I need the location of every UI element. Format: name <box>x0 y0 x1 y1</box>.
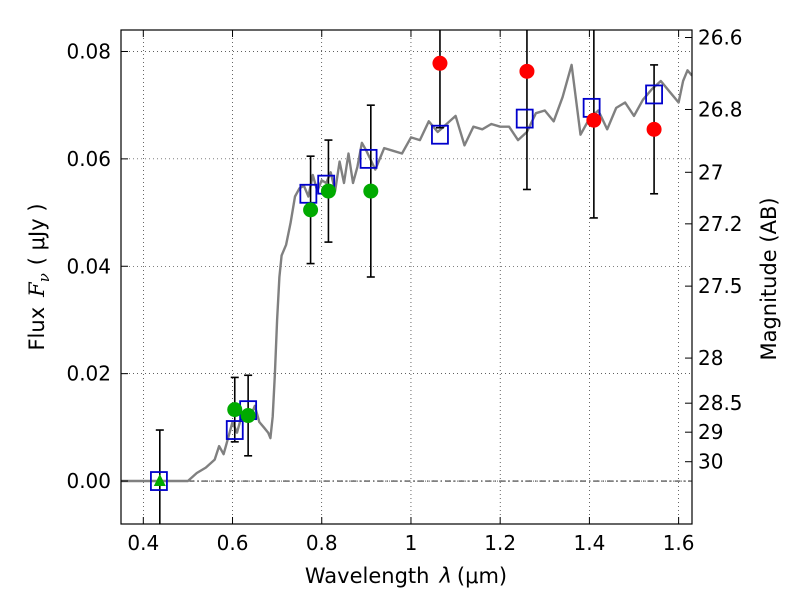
x-tick-label: 1.6 <box>663 531 695 555</box>
square-marker <box>359 148 378 169</box>
y2-tick-label: 30 <box>698 450 723 474</box>
square-marker <box>645 84 663 105</box>
circle-marker <box>363 183 379 199</box>
y-tick-label: 0.04 <box>66 254 111 278</box>
y-tick-label: 0.02 <box>66 362 111 386</box>
data-markers <box>150 55 663 491</box>
y2-tick-label: 27.2 <box>698 212 743 236</box>
triangle-marker <box>153 474 166 487</box>
y-axis-label-symbol: F <box>25 281 49 298</box>
y2-tick-label: 26.6 <box>698 26 743 50</box>
x-tick-label: 0.8 <box>306 531 338 555</box>
x-axis-ticks: 0.4 0.6 0.8 1 1.2 1.4 1.6 <box>127 30 695 555</box>
y2-tick-label: 27.5 <box>698 274 743 298</box>
square-marker <box>150 471 168 491</box>
circle-marker <box>303 202 319 218</box>
circle-marker <box>586 112 602 128</box>
x-axis-label: Wavelength λ (μm) <box>305 564 507 588</box>
circle-marker <box>432 55 448 71</box>
y2-tick-label: 28 <box>698 346 723 370</box>
y-tick-label: 0.06 <box>66 147 111 171</box>
circle-marker <box>519 63 535 79</box>
x-axis-label-text: Wavelength <box>305 564 430 588</box>
x-tick-label: 1.4 <box>573 531 605 555</box>
y2-tick-label: 28.5 <box>698 391 743 415</box>
square-marker <box>225 420 244 440</box>
circle-marker <box>227 402 243 418</box>
circle-marker <box>646 121 662 137</box>
x-tick-label: 0.4 <box>127 531 159 555</box>
y-tick-label: 0.08 <box>66 39 111 63</box>
y-tick-label: 0.00 <box>66 469 111 493</box>
circle-marker <box>240 408 256 424</box>
y-axis-label-subscript: ν <box>35 273 53 282</box>
y2-axis-label: Magnitude (AB) <box>757 197 781 360</box>
x-tick-label: 0.6 <box>217 531 249 555</box>
square-marker <box>431 124 449 145</box>
circle-marker <box>320 183 336 199</box>
y2-tick-label: 26.8 <box>698 97 743 121</box>
y2-axis-ticks: 26.6 26.8 27 27.2 27.5 28 28.5 29 30 <box>685 26 743 474</box>
square-marker <box>515 108 534 129</box>
y-axis-label: Flux Fν ( μJy ) <box>25 203 53 350</box>
y-axis-ticks: 0.00 0.02 0.04 0.06 0.08 <box>66 39 128 493</box>
y-axis-label-unit: ( μJy ) <box>25 203 49 265</box>
y2-tick-label: 27 <box>698 160 723 184</box>
x-axis-label-unit: (μm) <box>457 564 507 588</box>
plot-frame <box>120 29 693 525</box>
y-axis-label-text: Flux <box>25 307 49 351</box>
x-tick-label: 1.2 <box>484 531 516 555</box>
x-axis-label-symbol: λ <box>438 564 451 588</box>
y2-tick-label: 29 <box>698 420 723 444</box>
x-tick-label: 1 <box>405 531 418 555</box>
